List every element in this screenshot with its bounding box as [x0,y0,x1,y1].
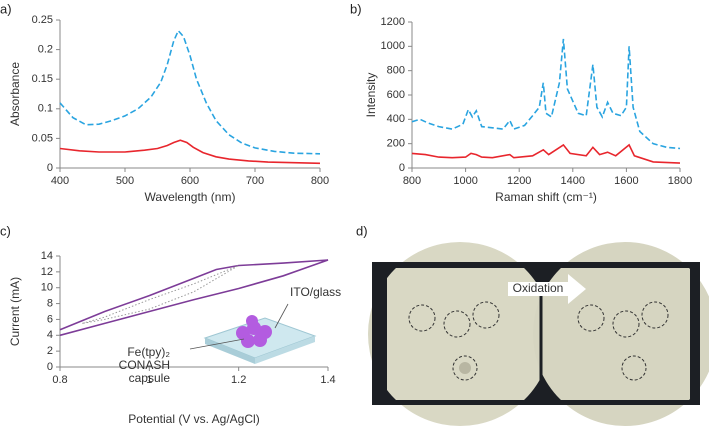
x-tick-label: 1800 [668,175,692,187]
y-tick-label: 400 [387,113,405,125]
series-line [411,38,681,150]
y-tick-label: 1000 [381,40,405,52]
y-axis-label: Current (mA) [8,277,22,346]
photo-annotation: Oxidation [513,281,564,295]
y-tick-label: 10 [41,282,53,294]
y-tick-label: 800 [387,65,405,77]
y-tick-label: 4 [47,329,53,341]
x-axis-label: Raman shift (cm⁻¹) [495,190,597,204]
y-axis-label: Absorbance [8,62,22,126]
x-tick-label: 1400 [561,175,585,187]
y-tick-label: 0 [47,162,53,174]
panel-label: b) [350,1,362,16]
x-tick-label: 1 [146,374,152,386]
x-tick-label: 1000 [453,175,477,187]
series-line [59,259,329,337]
series-line [59,139,321,165]
region-marks [408,301,669,381]
y-tick-label: 600 [387,89,405,101]
sample-disc [533,242,709,426]
y-tick-label: 1200 [381,16,405,28]
arrow [508,274,586,304]
series-line [82,265,239,324]
x-axis-label: Wavelength (nm) [145,190,236,204]
y-tick-label: 12 [41,266,53,278]
y-tick-label: 0.15 [32,73,53,85]
y-tick-label: 14 [41,250,53,262]
y-tick-label: 0 [47,361,53,373]
x-tick-label: 1200 [507,175,531,187]
y-tick-label: 0.05 [32,132,53,144]
annotation: capsule [129,371,171,385]
x-axis-label: Potential (V vs. Ag/AgCl) [128,412,259,426]
x-tick-label: 1.2 [231,374,246,386]
sample-disc [368,242,552,426]
y-tick-label: 0.1 [38,103,53,115]
x-tick-label: 0.8 [52,374,67,386]
y-tick-label: 6 [47,313,53,325]
y-tick-label: 0.25 [32,14,53,26]
x-tick-label: 700 [246,175,264,187]
annotation: Fe(tpy)₂ [127,345,170,359]
x-tick-label: 1600 [614,175,638,187]
x-tick-label: 500 [116,175,134,187]
x-tick-label: 400 [51,175,69,187]
x-tick-label: 800 [311,175,329,187]
annotation: CONASH [119,358,170,372]
y-tick-label: 0 [399,162,405,174]
panel-label: c) [0,223,11,238]
series-line [59,29,321,155]
y-tick-label: 2 [47,345,53,357]
series-line [411,143,681,164]
panel-label: d) [356,223,368,238]
x-tick-label: 1.4 [320,374,335,386]
x-tick-label: 600 [181,175,199,187]
y-axis-label: Intensity [364,73,378,118]
annotation: ITO/glass [290,285,341,299]
panel-label: a) [0,1,12,16]
y-tick-label: 0.2 [38,44,53,56]
x-tick-label: 800 [403,175,421,187]
photo-panel: Oxidation d) [356,223,709,426]
y-tick-label: 200 [387,138,405,150]
inset-illustration [189,303,317,364]
y-tick-label: 8 [47,297,53,309]
